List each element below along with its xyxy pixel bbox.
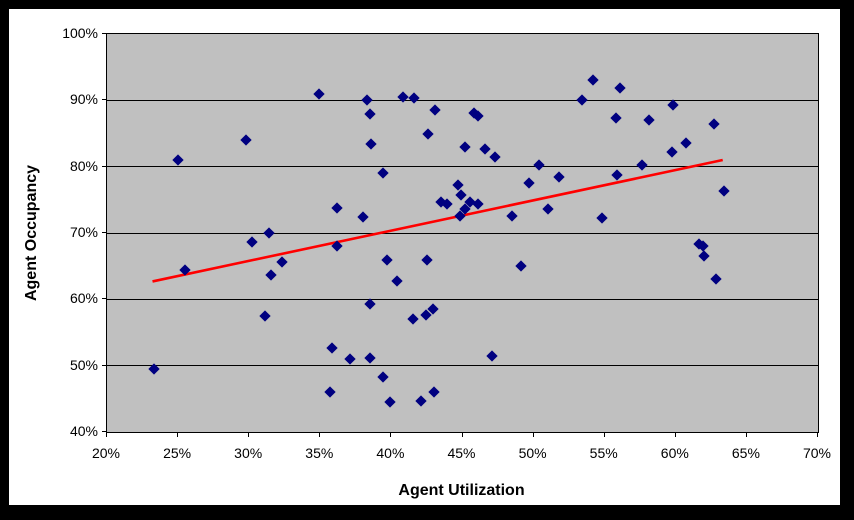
x-axis-tick: [177, 433, 179, 437]
trendline: [152, 158, 723, 283]
gridline: [107, 232, 818, 234]
chart-canvas: 40% 50% 60% 70% 80% 90% 100% 20% 25% 30% 35% 40% 45%…: [9, 9, 840, 505]
y-axis-title: Agent Occupancy: [23, 164, 40, 302]
y-axis-tick: [102, 165, 106, 167]
x-axis-tick: [817, 433, 818, 437]
x-tick-label: 60%: [660, 445, 689, 461]
x-tick-label: 65%: [731, 445, 760, 461]
x-tick-label: 35%: [305, 445, 334, 461]
x-axis-tick: [532, 433, 534, 437]
gridline: [107, 365, 818, 367]
y-axis-tick: [102, 431, 106, 432]
y-tick-label: 50%: [69, 356, 98, 373]
x-tick-label: 45%: [447, 445, 476, 461]
x-axis-tick: [106, 433, 107, 437]
y-axis-tick: [102, 364, 106, 366]
x-tick-label: 55%: [589, 445, 618, 461]
y-tick-label: 60%: [69, 290, 98, 307]
x-axis-title: Agent Utilization: [398, 482, 525, 499]
x-tick-label: 40%: [376, 445, 405, 461]
x-tick-label: 50%: [518, 445, 547, 461]
x-tick-label: 30%: [234, 445, 263, 461]
plot-area: [106, 33, 819, 433]
gridline: [107, 298, 818, 300]
gridline: [107, 166, 818, 168]
y-axis-tick: [102, 33, 106, 34]
x-axis-tick: [745, 433, 747, 437]
x-axis-tick: [319, 433, 321, 437]
x-axis-tick: [674, 433, 676, 437]
y-axis-tick: [102, 298, 106, 300]
x-axis-tick: [248, 433, 250, 437]
y-tick-label: 90%: [69, 91, 98, 108]
y-axis-tick: [102, 232, 106, 233]
x-tick-label: 70%: [802, 445, 832, 461]
x-tick-label: 20%: [91, 445, 121, 461]
y-tick-label: 100%: [62, 25, 98, 41]
y-axis-tick: [102, 99, 106, 101]
y-tick-label: 70%: [69, 224, 98, 240]
y-tick-label: 40%: [69, 423, 98, 439]
x-axis-tick: [461, 433, 463, 437]
x-axis-tick: [603, 433, 605, 437]
x-tick-label: 25%: [163, 445, 192, 461]
gridline: [107, 99, 818, 101]
y-tick-label: 80%: [69, 157, 98, 174]
x-axis-tick: [390, 433, 392, 437]
